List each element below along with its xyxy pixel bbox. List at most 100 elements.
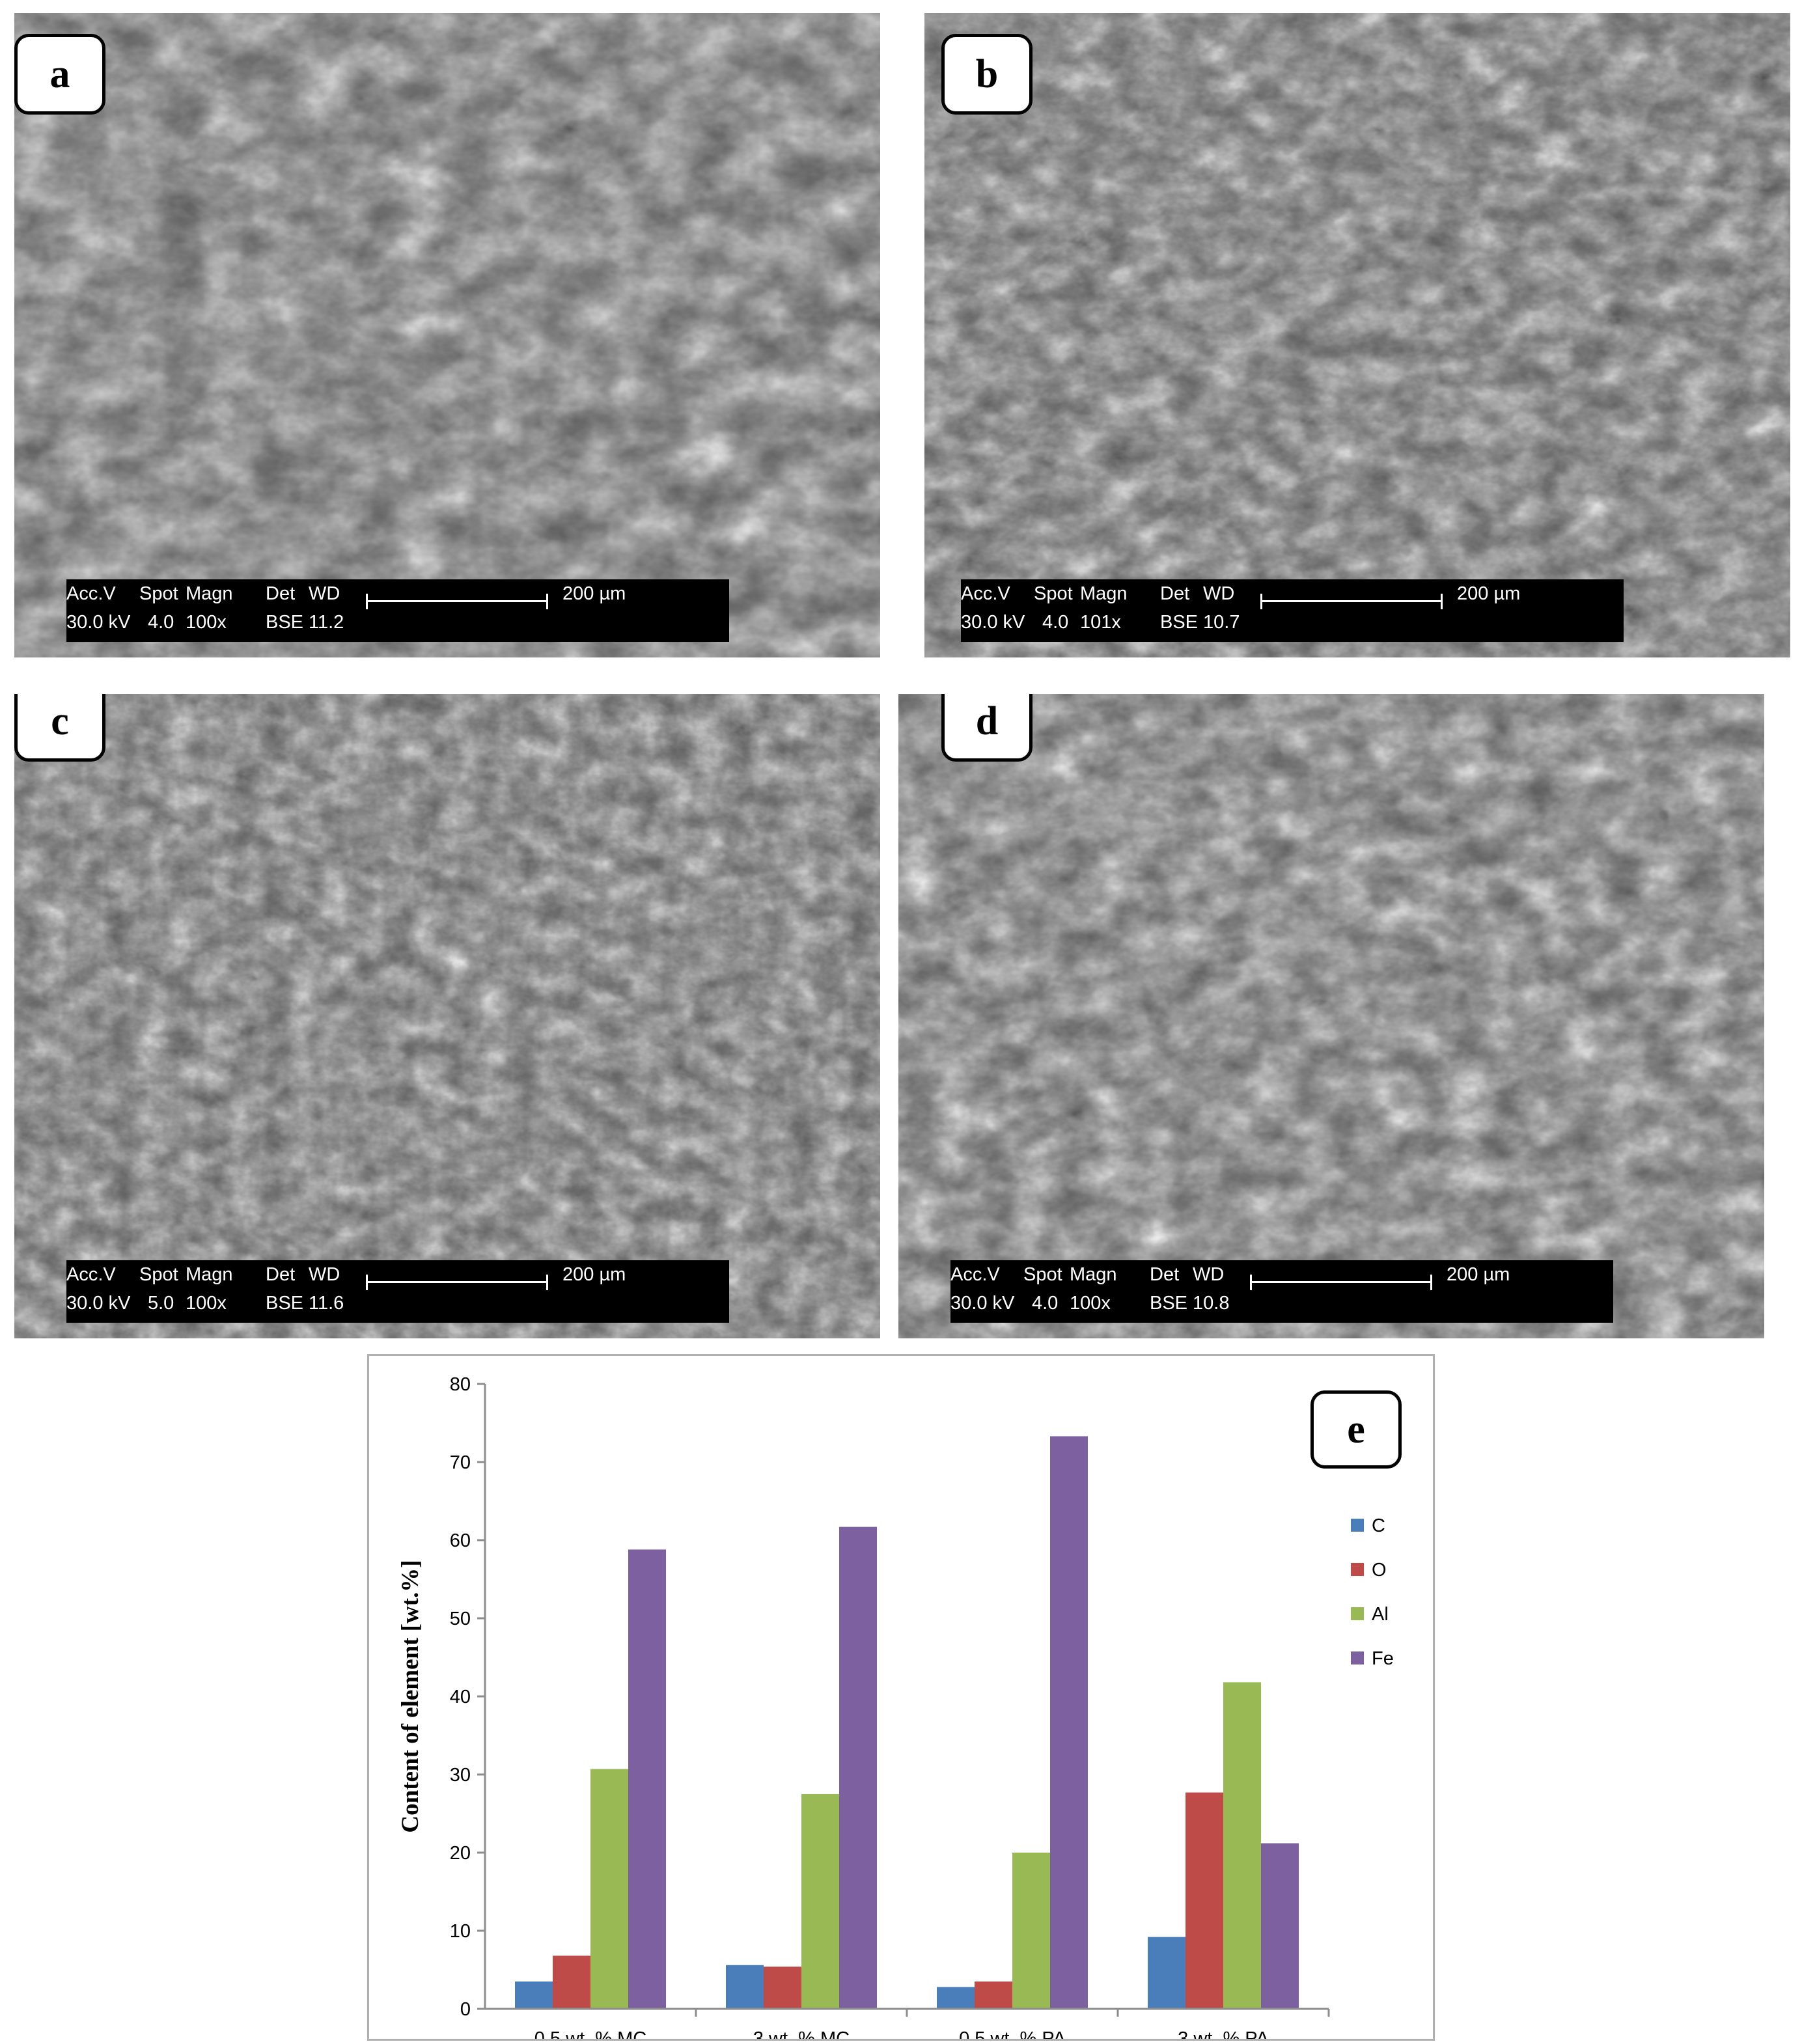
magn-value: 100x	[186, 612, 227, 633]
det-header: Det	[1150, 1264, 1180, 1285]
bar-al-4	[1223, 1682, 1261, 2009]
bar-o-1	[553, 1955, 590, 2009]
x-tick-label: 0.5 wt. % MC	[534, 2028, 646, 2039]
bar-al-3	[1012, 1853, 1050, 2009]
x-axis-ticks: 0.5 wt. % MC 3 wt. % MC 0.5 wt. % PA 3 wt. …	[534, 2009, 1330, 2039]
spot-value: 4.0	[1032, 1293, 1059, 1314]
legend: C O Al Fe	[1351, 1515, 1394, 1669]
y-tick-label: 70	[450, 1452, 471, 1473]
wd-header: WD	[1203, 583, 1235, 604]
spot-header: Spot	[139, 1264, 178, 1285]
magn-value: 100x	[1070, 1293, 1111, 1314]
sem-image-d	[898, 694, 1764, 1338]
panel-label-d: d	[941, 694, 1033, 762]
wd-value: 10.7	[1203, 612, 1240, 633]
legend-swatch-fe	[1351, 1651, 1364, 1664]
acc-v-header: Acc.V	[66, 583, 116, 604]
det-value: BSE	[266, 1293, 304, 1314]
wd-value: 11.2	[309, 612, 344, 633]
acc-v-value: 30.0 kV	[950, 1293, 1015, 1314]
sem-panel-c: c Acc.V Spot Magn Det WD 200 µm 30.0 kV …	[14, 694, 880, 1338]
acc-v-value: 30.0 kV	[66, 1293, 131, 1314]
y-tick-label: 40	[450, 1687, 471, 1707]
x-tick-label: 3 wt. % MC	[753, 2028, 850, 2039]
det-value: BSE	[1150, 1293, 1188, 1314]
sem-image-a	[14, 13, 880, 657]
magn-header: Magn	[186, 583, 233, 604]
legend-swatch-c	[1351, 1519, 1364, 1532]
sem-panel-d: d Acc.V Spot Magn Det WD 200 µm 30.0 kV …	[898, 694, 1764, 1338]
det-value: BSE	[266, 612, 304, 633]
y-tick-label: 80	[450, 1374, 471, 1395]
bar-c-2	[726, 1965, 764, 2009]
det-value: BSE	[1160, 612, 1199, 633]
wd-value: 11.6	[309, 1293, 344, 1314]
det-header: Det	[266, 583, 296, 604]
panel-label-a: a	[14, 34, 105, 115]
sem-infobar-a: Acc.V Spot Magn Det WD 200 µm 30.0 kV 4.…	[66, 579, 729, 642]
bar-fe-4	[1261, 1843, 1299, 2009]
det-header: Det	[1160, 583, 1190, 604]
scale-label: 200 µm	[562, 583, 626, 604]
legend-label-fe: Fe	[1372, 1648, 1394, 1669]
scale-label: 200 µm	[1457, 583, 1521, 604]
spot-header: Spot	[1034, 583, 1073, 604]
y-tick-label: 30	[450, 1765, 471, 1786]
sem-image-c	[14, 694, 880, 1338]
scale-label: 200 µm	[1447, 1264, 1510, 1285]
spot-value: 4.0	[1042, 612, 1069, 633]
wd-value: 10.8	[1193, 1293, 1230, 1314]
scale-bar	[1260, 594, 1443, 609]
panel-label-c: c	[14, 694, 105, 762]
scale-label: 200 µm	[562, 1264, 626, 1285]
bar-fe-1	[628, 1549, 666, 2009]
bar-al-2	[801, 1794, 839, 2009]
y-tick-label: 50	[450, 1609, 471, 1629]
sem-panel-b: b Acc.V Spot Magn Det WD 200 µm 30.0 kV …	[924, 13, 1790, 657]
bar-al-1	[590, 1769, 628, 2009]
chart-panel-e: 0 10 20 30 40 50 60 70 80 0.5 wt. % MC 3 wt. % MC…	[367, 1354, 1435, 2041]
spot-value: 4.0	[148, 612, 174, 633]
acc-v-value: 30.0 kV	[961, 612, 1025, 633]
sem-infobar-c: Acc.V Spot Magn Det WD 200 µm 30.0 kV 5.…	[66, 1260, 729, 1323]
scale-bar	[366, 1275, 548, 1290]
acc-v-header: Acc.V	[950, 1264, 1000, 1285]
bars	[515, 1436, 1299, 2009]
x-tick-label: 3 wt. % PA	[1178, 2028, 1269, 2039]
acc-v-header: Acc.V	[961, 583, 1010, 604]
legend-swatch-o	[1351, 1563, 1364, 1576]
legend-label-o: O	[1372, 1560, 1387, 1581]
wd-header: WD	[309, 1264, 340, 1285]
spot-header: Spot	[139, 583, 178, 604]
y-tick-label: 10	[450, 1921, 471, 1942]
bar-fe-3	[1050, 1436, 1088, 2009]
scale-bar	[366, 594, 548, 609]
sem-image-b	[924, 13, 1790, 657]
panel-label-e: e	[1310, 1390, 1402, 1469]
legend-label-c: C	[1372, 1515, 1385, 1536]
acc-v-value: 30.0 kV	[66, 612, 131, 633]
bar-fe-2	[839, 1526, 877, 2009]
acc-v-header: Acc.V	[66, 1264, 116, 1285]
panel-label-b: b	[941, 34, 1033, 115]
x-tick-label: 0.5 wt. % PA	[959, 2028, 1066, 2039]
bar-c-3	[937, 1987, 975, 2009]
bar-c-4	[1148, 1937, 1185, 2009]
sem-infobar-d: Acc.V Spot Magn Det WD 200 µm 30.0 kV 4.…	[950, 1260, 1613, 1323]
bar-o-3	[975, 1982, 1012, 2009]
magn-header: Magn	[1080, 583, 1128, 604]
y-tick-label: 60	[450, 1530, 471, 1551]
spot-value: 5.0	[148, 1293, 174, 1314]
magn-value: 101x	[1080, 612, 1121, 633]
magn-header: Magn	[186, 1264, 233, 1285]
scale-bar	[1250, 1275, 1432, 1290]
y-axis-ticks: 0 10 20 30 40 50 60 70 80	[450, 1374, 485, 2020]
wd-header: WD	[309, 583, 340, 604]
wd-header: WD	[1193, 1264, 1225, 1285]
magn-value: 100x	[186, 1293, 227, 1314]
y-tick-label: 20	[450, 1843, 471, 1864]
y-axis-label: Content of element [wt.%]	[397, 1560, 424, 1832]
spot-header: Spot	[1023, 1264, 1062, 1285]
y-tick-label: 0	[460, 1999, 471, 2020]
bar-chart: 0 10 20 30 40 50 60 70 80 0.5 wt. % MC 3 wt. % MC…	[397, 1374, 1394, 2039]
